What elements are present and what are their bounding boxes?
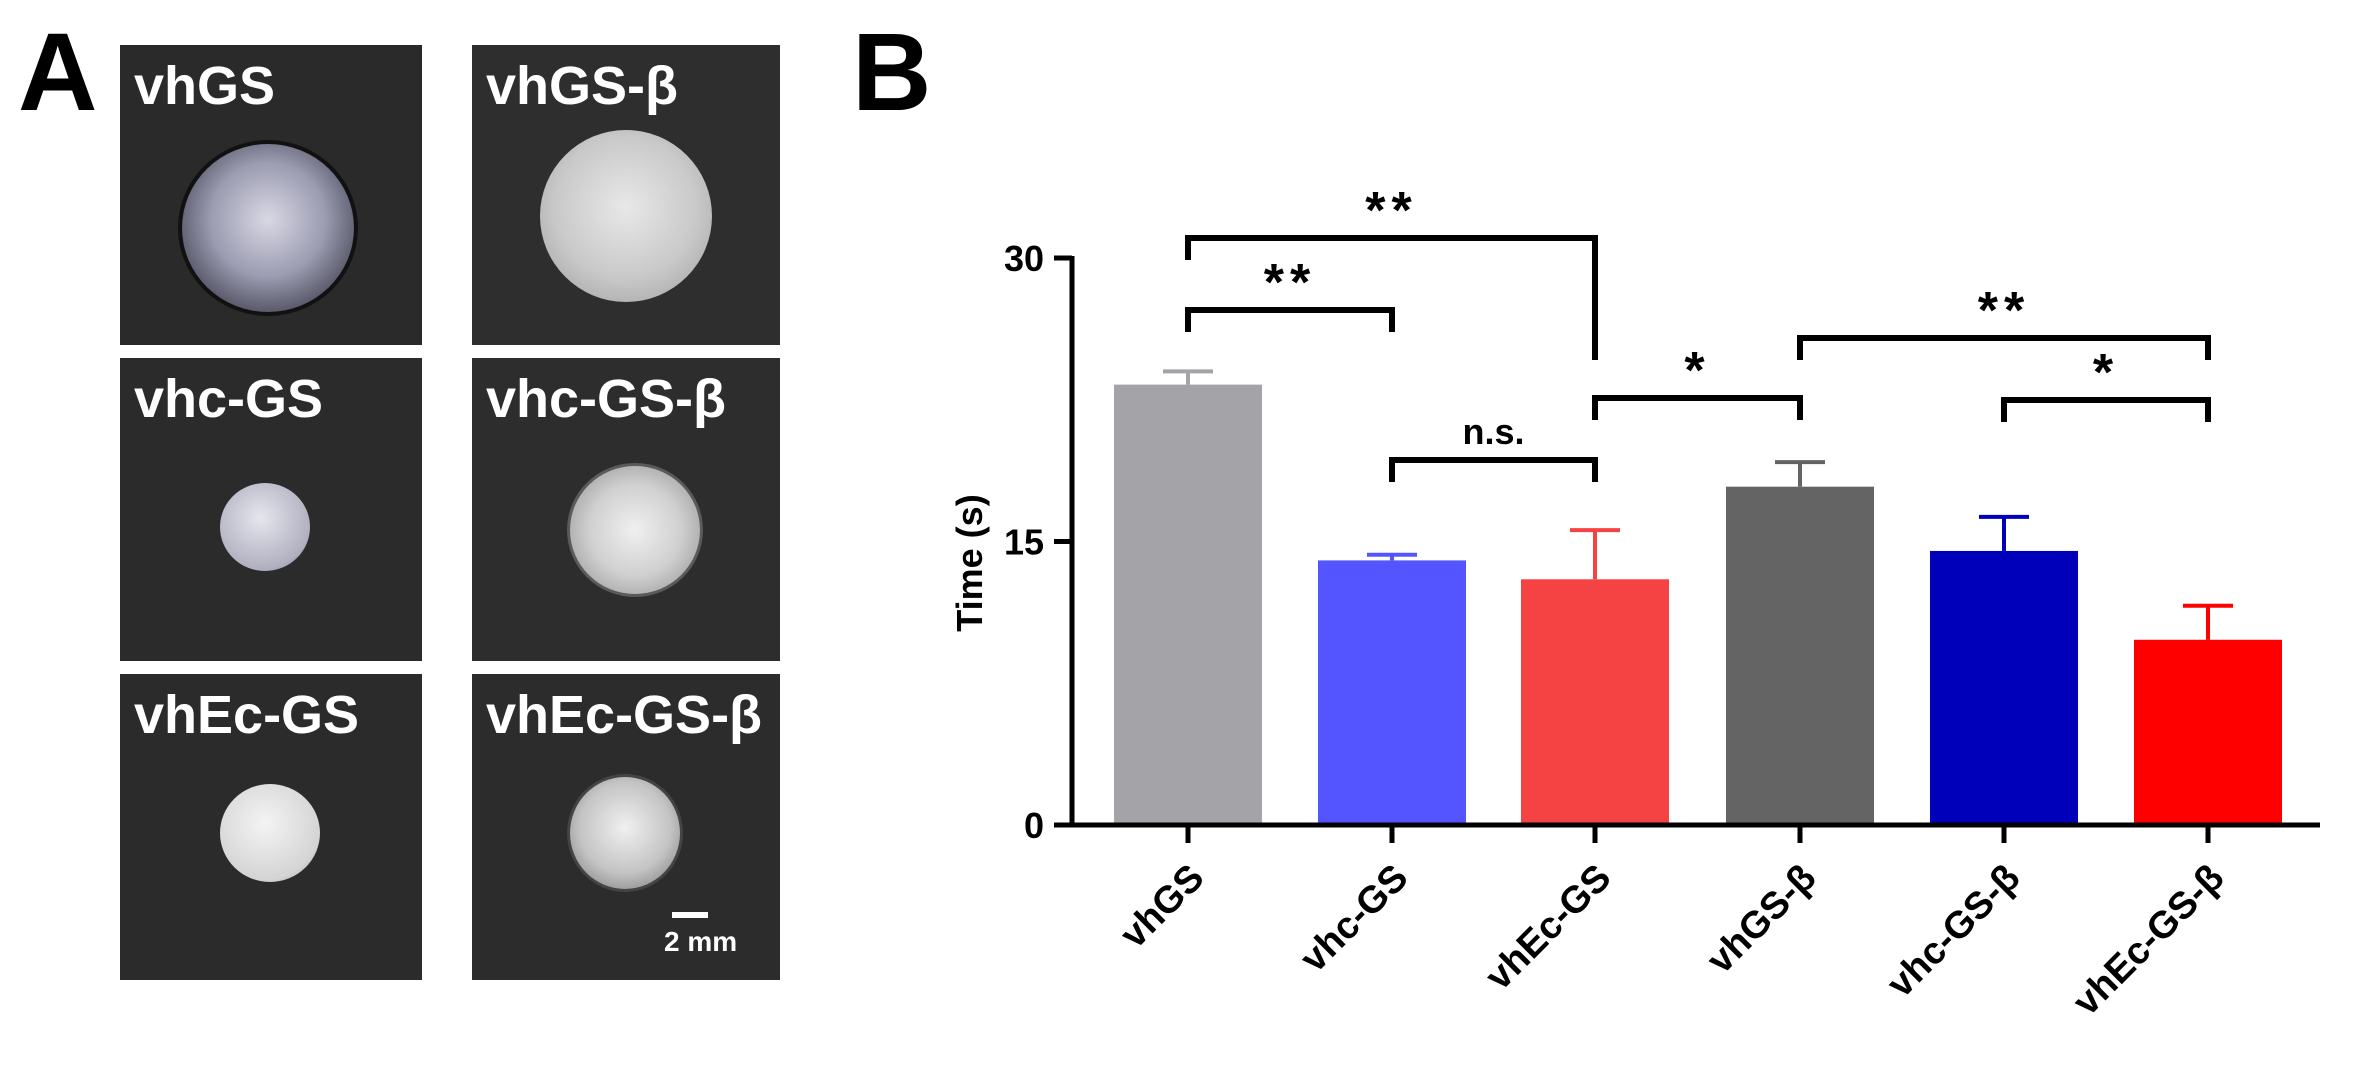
- scale-bar-label: 2 mm: [664, 926, 738, 957]
- sample-vhec-gs-beta: [567, 774, 683, 892]
- significance-bracket-2: [1389, 457, 1598, 482]
- photo-label: vhc-GS: [134, 369, 324, 429]
- y-axis-label: Time (s): [949, 494, 990, 631]
- photo-vhgs: vhGS: [120, 45, 422, 345]
- significance-label-4: **: [1978, 282, 2030, 340]
- sample-vhc-gs: [220, 483, 310, 571]
- y-tick-label: 30: [1004, 238, 1044, 279]
- photo-vhec-gs: vhEc-GS: [120, 674, 422, 980]
- photo-label: vhc-GS-β: [486, 369, 726, 429]
- panel-a-letter: A: [18, 11, 98, 134]
- sample-vhgs: [178, 140, 358, 316]
- sample-vhc-gs-beta: [567, 463, 703, 597]
- bar-1: [1318, 560, 1466, 825]
- scale-bar: [672, 912, 708, 918]
- x-tick-label: vhc-GS: [1293, 857, 1417, 981]
- photo-label: vhGS: [134, 56, 276, 116]
- y-tick-label: 15: [1004, 522, 1044, 563]
- significance-bracket-3: [1592, 395, 1803, 420]
- x-tick-label: vhEc-GS-β: [2065, 857, 2232, 1024]
- significance-label-5: *: [2093, 344, 2119, 402]
- x-tick-label: vhEc-GS: [1478, 857, 1620, 999]
- significance-bracket-1: [1185, 307, 1395, 332]
- x-tick-label: vhGS-β: [1699, 857, 1824, 982]
- x-tick-label: vhGS: [1112, 857, 1212, 957]
- photo-vhc-gs: vhc-GS: [120, 358, 422, 661]
- bar-5: [2134, 639, 2282, 825]
- x-tick-label: vhc-GS-β: [1879, 857, 2028, 1006]
- photo-vhc-gs-beta: vhc-GS-β: [472, 358, 780, 661]
- bar-3: [1726, 486, 1874, 825]
- sample-vhgs-beta: [540, 130, 712, 302]
- bar-0: [1114, 384, 1262, 825]
- significance-bracket-5: [2001, 397, 2211, 422]
- photo-label: vhGS-β: [486, 56, 678, 116]
- significance-bracket-0: [1185, 235, 1598, 360]
- significance-bracket-4: [1797, 335, 2211, 360]
- photo-vhec-gs-beta: vhEc-GS-β 2 mm: [472, 674, 780, 980]
- photo-label: vhEc-GS: [134, 685, 360, 745]
- sample-vhec-gs: [220, 784, 320, 882]
- significance-label-0: **: [1365, 182, 1417, 240]
- bar-2: [1521, 579, 1669, 825]
- photo-vhgs-beta: vhGS-β: [472, 45, 780, 345]
- photo-label: vhEc-GS-β: [486, 685, 763, 745]
- panel-b-letter: B: [852, 11, 932, 134]
- significance-label-2: n.s.: [1462, 411, 1524, 452]
- significance-label-1: **: [1264, 254, 1316, 312]
- y-tick-label: 0: [1024, 805, 1044, 846]
- bar-4: [1930, 550, 2078, 825]
- significance-label-3: *: [1684, 342, 1710, 400]
